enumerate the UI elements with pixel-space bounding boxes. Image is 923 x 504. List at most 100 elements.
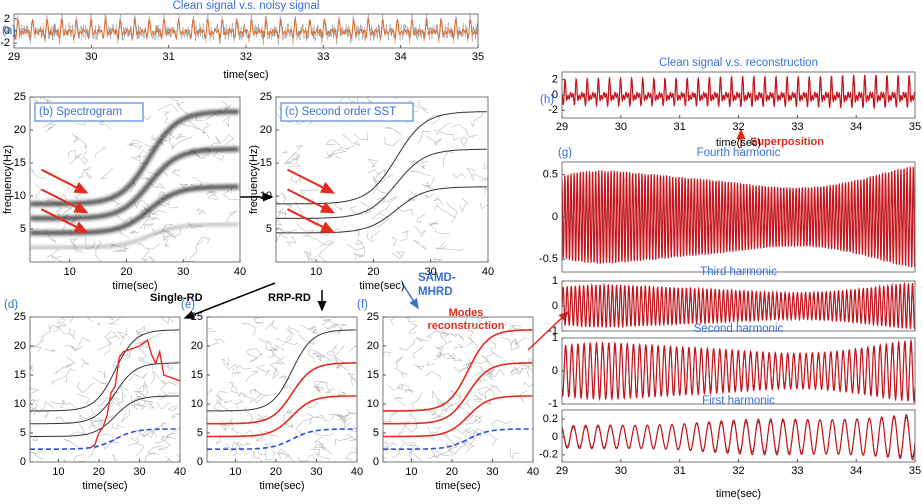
texture: [140, 208, 159, 216]
x-tick-label: 40: [174, 466, 186, 478]
x-tick-label: 31: [674, 465, 686, 477]
texture: [349, 425, 357, 432]
texture: [175, 133, 186, 140]
x-tick-label: 34: [850, 121, 862, 133]
texture: [163, 111, 171, 125]
x-tick-label: 33: [791, 121, 803, 133]
texture: [102, 436, 120, 450]
texture: [92, 376, 109, 385]
texture: [509, 448, 521, 460]
texture: [285, 327, 300, 341]
texture: [302, 235, 334, 246]
texture: [202, 122, 211, 135]
texture: [463, 441, 476, 453]
texture: [291, 152, 301, 160]
texture: [96, 322, 101, 326]
texture: [62, 356, 76, 369]
texture: [490, 347, 504, 359]
texture: [283, 194, 293, 208]
texture: [452, 434, 468, 445]
texture: [276, 337, 299, 346]
texture: [207, 330, 216, 333]
texture: [61, 399, 77, 410]
texture: [78, 408, 95, 422]
arrow: [40, 188, 89, 214]
texture: [313, 445, 332, 455]
annotation: RRP-RD: [268, 292, 311, 304]
texture: [452, 173, 467, 179]
texture: [384, 126, 402, 135]
texture: [127, 442, 145, 457]
texture: [176, 453, 180, 458]
texture: [411, 392, 423, 409]
texture: [270, 359, 280, 373]
arrow: [287, 168, 336, 194]
y-tick-label: 20: [14, 340, 26, 352]
texture: [326, 323, 338, 330]
texture: [474, 379, 487, 383]
texture: [133, 199, 149, 209]
x-tick-label: 31: [163, 51, 175, 63]
texture: [409, 159, 428, 165]
texture: [171, 413, 180, 419]
texture: [417, 131, 430, 144]
texture: [383, 351, 391, 357]
texture: [81, 151, 88, 165]
y-tick-label: 25: [367, 311, 379, 323]
texture: [466, 330, 475, 343]
texture: [306, 255, 316, 262]
texture: [51, 375, 67, 386]
texture: [334, 345, 345, 363]
texture: [290, 175, 302, 184]
texture: [272, 370, 280, 380]
texture: [327, 413, 346, 423]
texture: [138, 345, 148, 362]
texture: [406, 189, 418, 203]
texture: [309, 416, 323, 424]
x-tick-label: 29: [8, 51, 20, 63]
texture: [223, 187, 239, 201]
texture: [435, 340, 453, 350]
texture: [347, 244, 366, 258]
texture: [230, 427, 240, 434]
x-tick-label: 34: [850, 465, 862, 477]
texture: [532, 369, 533, 371]
texture: [343, 411, 351, 429]
texture: [324, 323, 347, 330]
panel-label: (b) Spectrogram: [39, 106, 122, 118]
y-tick-label: 15: [260, 157, 272, 169]
texture: [188, 240, 204, 261]
texture: [277, 226, 297, 234]
texture: [285, 151, 298, 165]
texture: [220, 357, 230, 367]
texture: [445, 444, 453, 457]
x-tick-label: 29: [556, 121, 568, 133]
panel-title: Clean signal v.s. noisy signal: [173, 0, 320, 12]
texture: [223, 400, 233, 404]
texture: [76, 393, 90, 405]
texture: [111, 423, 125, 430]
texture: [222, 359, 237, 370]
texture: [404, 317, 415, 323]
spectral-band: [30, 222, 239, 249]
texture: [249, 396, 265, 404]
texture: [294, 202, 304, 216]
texture: [95, 240, 102, 262]
panel-label: (d): [4, 299, 18, 311]
y-tick-label: 0: [552, 365, 558, 377]
texture: [313, 387, 323, 394]
texture: [113, 349, 129, 363]
plot-area: [30, 97, 240, 262]
texture: [108, 317, 122, 325]
y-tick-label: 20: [191, 340, 203, 352]
texture: [449, 353, 463, 362]
y-tick-label: 0: [20, 456, 26, 468]
x-tick-label: 30: [177, 266, 189, 278]
x-tick-label: 10: [64, 266, 76, 278]
texture: [489, 369, 505, 381]
x-tick-label: 30: [615, 121, 627, 133]
texture: [252, 450, 263, 462]
texture: [135, 329, 144, 342]
texture: [438, 351, 456, 359]
texture: [297, 456, 309, 462]
